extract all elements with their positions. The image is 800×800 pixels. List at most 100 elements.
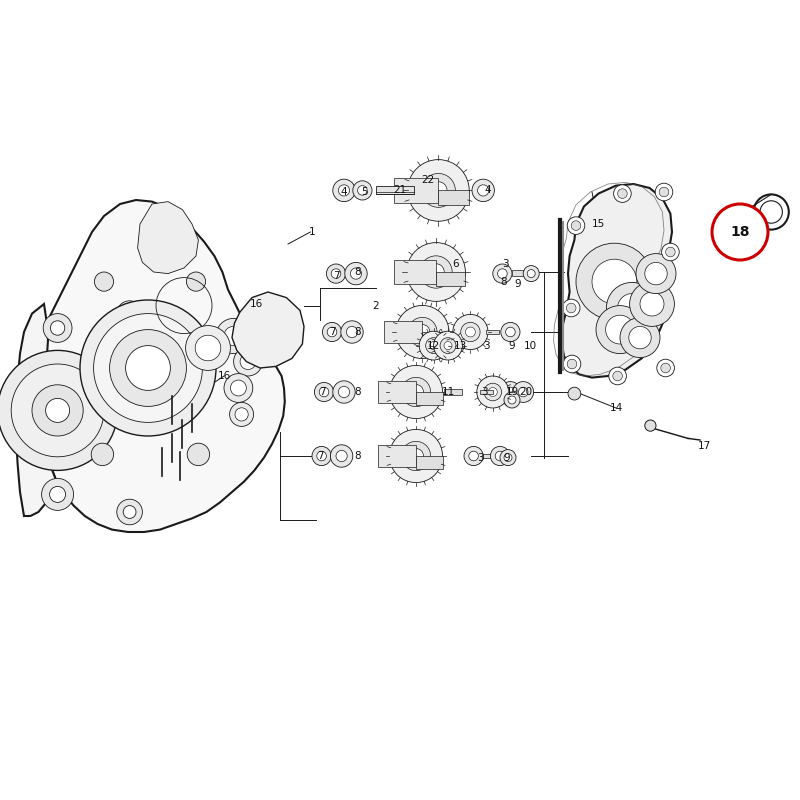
Circle shape (566, 303, 576, 313)
Circle shape (350, 268, 362, 279)
Circle shape (396, 306, 449, 358)
Circle shape (606, 315, 634, 344)
Polygon shape (42, 200, 285, 532)
Circle shape (336, 450, 347, 462)
Circle shape (630, 282, 674, 326)
Circle shape (666, 247, 675, 257)
Circle shape (508, 396, 516, 404)
Bar (486, 330, 499, 334)
Circle shape (32, 385, 83, 436)
Circle shape (662, 243, 679, 261)
Circle shape (406, 242, 466, 302)
Text: 2: 2 (373, 301, 379, 310)
Circle shape (50, 321, 65, 335)
Circle shape (712, 204, 768, 260)
Bar (378, 446, 416, 466)
Text: 4: 4 (485, 185, 491, 194)
Circle shape (495, 451, 505, 461)
Circle shape (629, 326, 651, 349)
Text: 8: 8 (354, 387, 361, 397)
Circle shape (657, 359, 674, 377)
Bar (416, 392, 442, 405)
Bar (378, 382, 416, 402)
Circle shape (419, 331, 448, 360)
Circle shape (230, 380, 246, 396)
Text: 8: 8 (354, 451, 361, 461)
Circle shape (504, 392, 520, 408)
Text: 17: 17 (698, 442, 710, 451)
Text: 1: 1 (309, 227, 315, 237)
Circle shape (43, 314, 72, 342)
Circle shape (353, 181, 372, 200)
Circle shape (500, 450, 516, 466)
Polygon shape (232, 292, 304, 368)
Polygon shape (138, 202, 198, 274)
Text: 7: 7 (319, 387, 326, 397)
Text: 11: 11 (442, 387, 454, 397)
Circle shape (407, 160, 469, 221)
Text: 12: 12 (427, 341, 440, 350)
Circle shape (461, 322, 480, 342)
Circle shape (240, 354, 256, 370)
Circle shape (346, 326, 358, 338)
Circle shape (571, 221, 581, 230)
Circle shape (110, 330, 186, 406)
Circle shape (322, 322, 342, 342)
Circle shape (645, 420, 656, 431)
Circle shape (408, 318, 437, 346)
Text: 7: 7 (317, 451, 323, 461)
Text: 22: 22 (422, 175, 434, 185)
Circle shape (123, 506, 136, 518)
Text: 9: 9 (503, 453, 510, 462)
Text: 10: 10 (524, 341, 537, 350)
Circle shape (655, 183, 673, 201)
Text: 16: 16 (218, 371, 230, 381)
Text: 9: 9 (514, 279, 521, 289)
Circle shape (477, 376, 509, 408)
Circle shape (195, 335, 221, 361)
Circle shape (327, 327, 337, 337)
Circle shape (661, 363, 670, 373)
Text: 3: 3 (483, 341, 490, 350)
Circle shape (498, 269, 507, 278)
Circle shape (224, 326, 243, 346)
Circle shape (464, 446, 483, 466)
Circle shape (576, 243, 653, 320)
Bar (394, 178, 438, 202)
Circle shape (506, 327, 515, 337)
Circle shape (402, 378, 430, 406)
Circle shape (409, 385, 423, 399)
Circle shape (331, 269, 341, 278)
Text: 3: 3 (502, 259, 509, 269)
Text: 8: 8 (354, 267, 361, 277)
Circle shape (117, 499, 142, 525)
Circle shape (0, 350, 118, 470)
Circle shape (338, 386, 350, 398)
Text: 7: 7 (329, 327, 335, 337)
Bar (376, 186, 414, 194)
Circle shape (216, 318, 251, 354)
Circle shape (415, 325, 430, 339)
Text: 13: 13 (454, 341, 466, 350)
Circle shape (230, 402, 254, 426)
Circle shape (640, 292, 664, 316)
Polygon shape (562, 184, 672, 378)
Circle shape (620, 318, 660, 358)
Bar (394, 260, 436, 284)
Bar (422, 332, 449, 345)
Bar (438, 190, 469, 205)
Circle shape (341, 321, 363, 343)
Text: 19: 19 (506, 387, 518, 397)
Circle shape (659, 187, 669, 197)
Bar (416, 456, 442, 469)
Circle shape (94, 314, 202, 422)
Circle shape (224, 374, 253, 402)
Circle shape (420, 256, 452, 288)
Circle shape (42, 478, 74, 510)
Circle shape (606, 282, 658, 334)
Text: 14: 14 (610, 403, 622, 413)
Circle shape (444, 342, 452, 350)
Circle shape (426, 338, 442, 354)
Circle shape (618, 294, 646, 322)
Text: 9: 9 (509, 341, 515, 350)
